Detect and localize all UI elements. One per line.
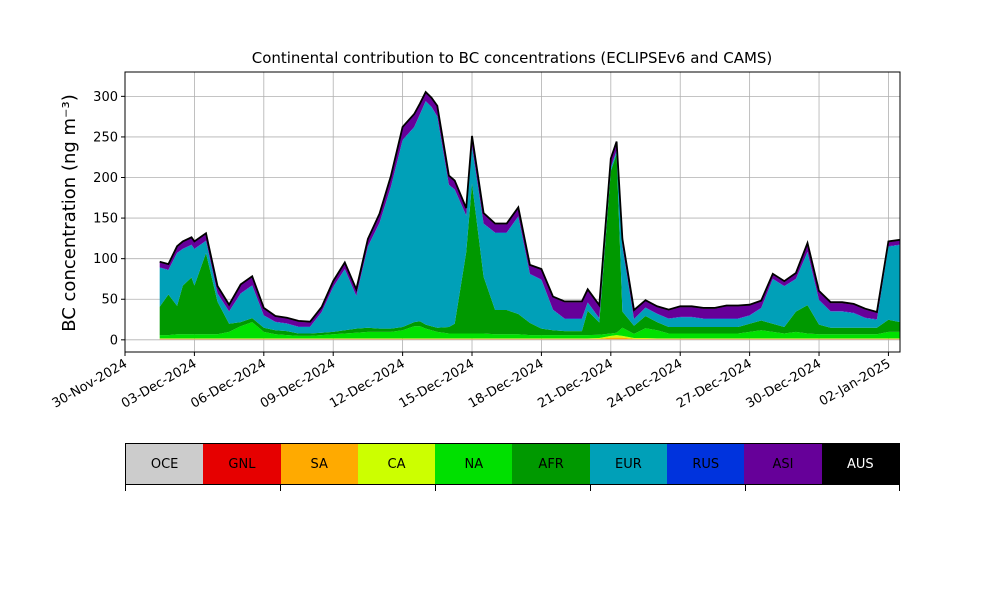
y-tick-label: 150 — [93, 212, 118, 227]
stacked-areas — [159, 90, 901, 340]
x-tick-label: 09-Dec-2024 — [258, 356, 338, 411]
x-tick-label: 18-Dec-2024 — [466, 356, 546, 411]
x-tick-label: 30-Nov-2024 — [50, 356, 130, 411]
x-tick-label: 27-Dec-2024 — [674, 356, 754, 411]
area-eur — [159, 101, 900, 334]
legend-colorbar: OCE GNL SA CA NA AFR EUR RUS ASI AUS — [125, 443, 900, 485]
x-tick-label: 21-Dec-2024 — [535, 356, 615, 411]
legend-entry-ca: CA — [357, 444, 436, 484]
total-line — [159, 90, 901, 323]
legend-entry-oce: OCE — [126, 444, 204, 484]
legend-entry-rus: RUS — [667, 444, 745, 484]
y-tick-label: 300 — [93, 90, 118, 105]
y-axis-label: BC concentration (ng m⁻³) — [59, 94, 80, 332]
y-tick-label: 250 — [93, 130, 118, 145]
area-rus — [159, 101, 900, 327]
x-tick-label: 30-Dec-2024 — [744, 356, 824, 411]
legend-entry-gnl: GNL — [203, 444, 281, 484]
y-tick-label: 100 — [93, 252, 118, 267]
legend-entry-asi: ASI — [744, 444, 822, 484]
y-tick-label: 50 — [101, 293, 118, 308]
legend-entry-eur: EUR — [589, 444, 668, 484]
area-sa — [159, 337, 900, 340]
legend-entry-na: NA — [435, 444, 513, 484]
plot-frame — [124, 71, 901, 353]
y-tick-label: 200 — [93, 171, 118, 186]
y-tick-label: 0 — [110, 333, 118, 348]
area-na — [159, 322, 900, 339]
legend-entry-sa: SA — [280, 444, 358, 484]
legend-entry-afr: AFR — [512, 444, 590, 484]
chart-title: Continental contribution to BC concentra… — [252, 49, 773, 67]
x-tick-label: 24-Dec-2024 — [605, 356, 685, 411]
x-tick-label: 02-Jan-2025 — [817, 356, 894, 409]
legend-entry-aus: AUS — [821, 444, 899, 484]
x-tick-label: 03-Dec-2024 — [119, 356, 199, 411]
area-ca — [159, 335, 900, 339]
legend-ticks — [125, 485, 900, 491]
x-tick-label: 15-Dec-2024 — [397, 356, 477, 411]
x-tick-label: 06-Dec-2024 — [188, 356, 268, 411]
x-tick-label: 12-Dec-2024 — [327, 356, 407, 411]
area-asi — [159, 92, 900, 327]
